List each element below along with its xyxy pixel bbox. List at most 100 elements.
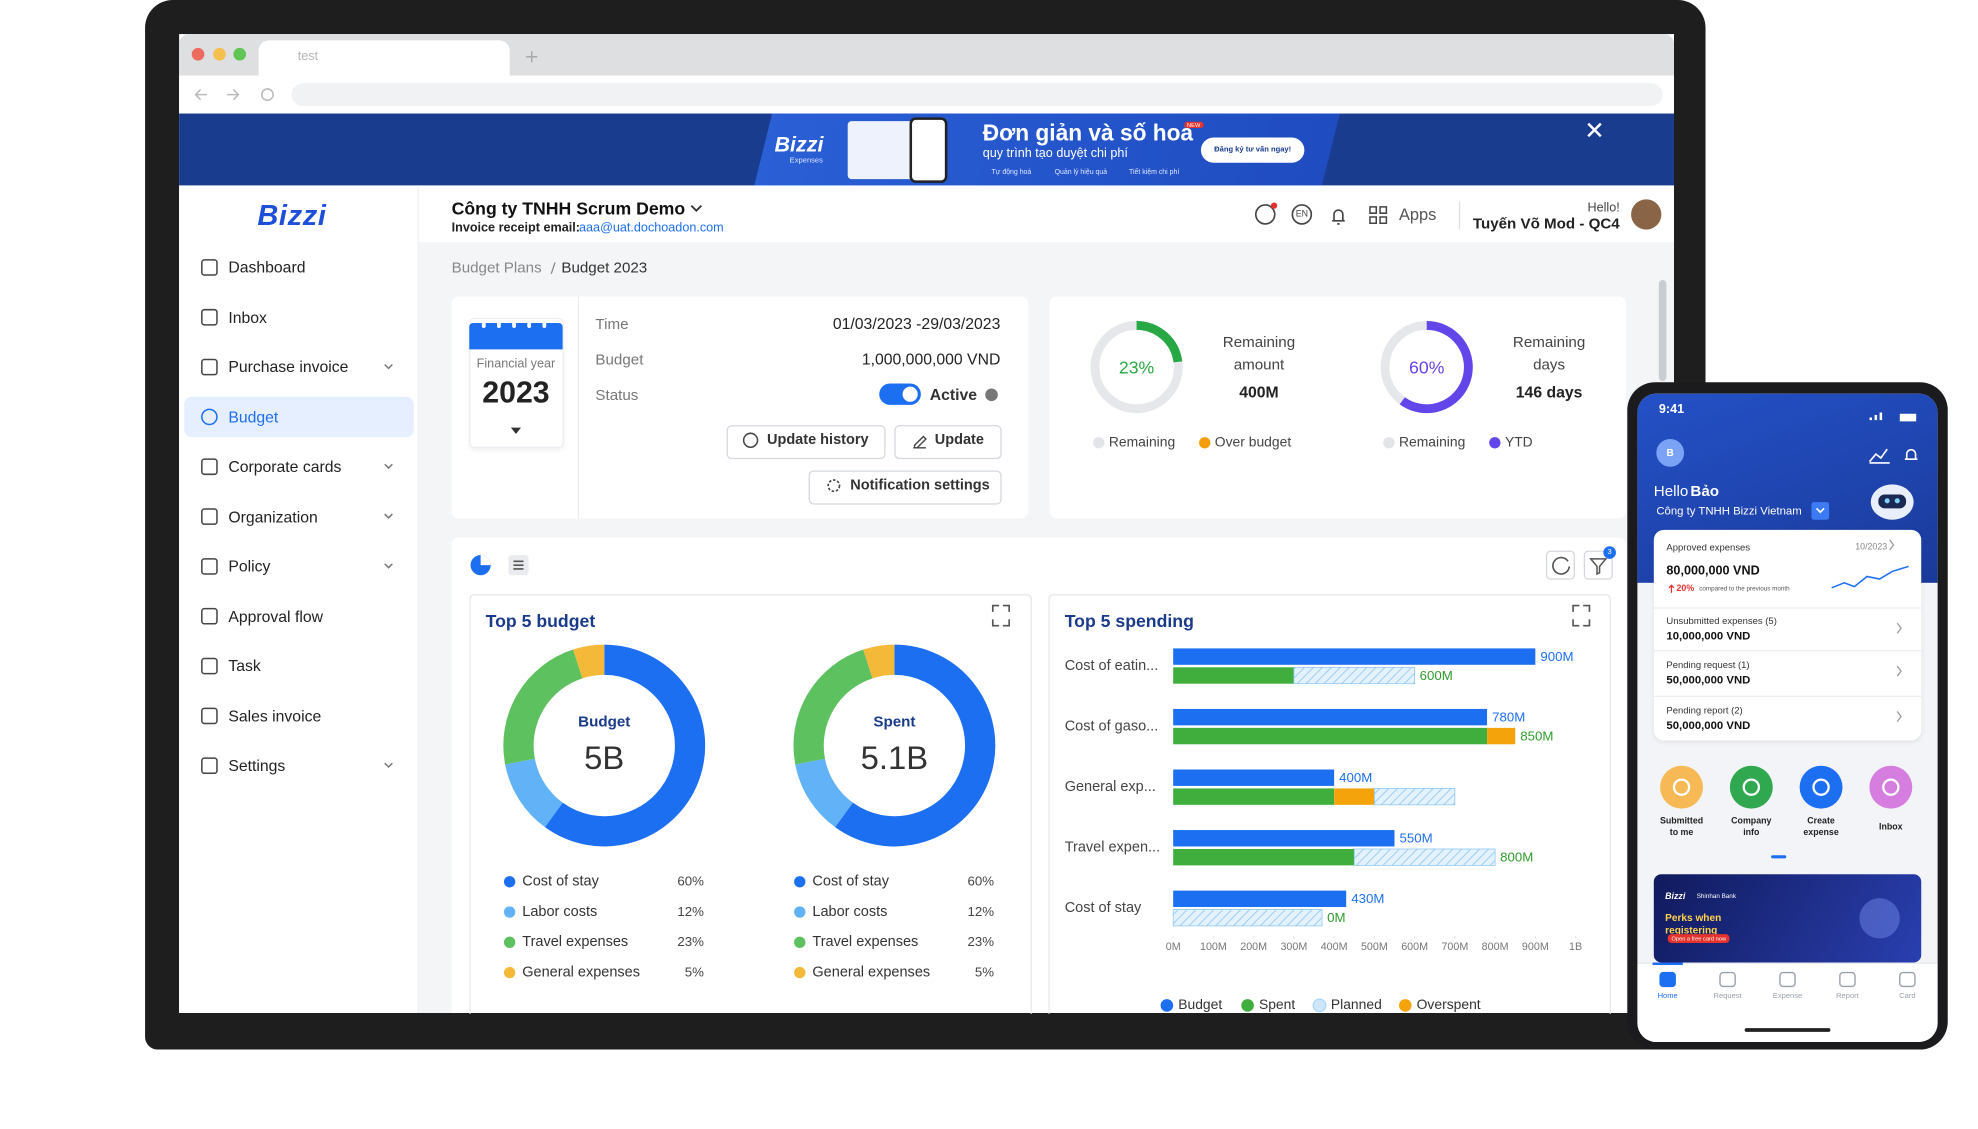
- quick-action[interactable]: [1869, 765, 1913, 809]
- quick-action[interactable]: [1729, 765, 1773, 809]
- apps-label[interactable]: Apps: [1398, 204, 1437, 224]
- year-dropdown[interactable]: [510, 427, 521, 434]
- phone-item-title[interactable]: Pending request (1): [1666, 658, 1750, 670]
- banner-feature: Quản lý hiệu quả: [1054, 169, 1108, 177]
- legend-label[interactable]: Planned: [1330, 997, 1382, 1013]
- quick-action-label[interactable]: Create expense: [1803, 817, 1839, 838]
- menu-item[interactable]: Purchase invoice: [228, 358, 349, 376]
- charts-card: [451, 537, 1627, 1013]
- bar-value-label: 400M: [1339, 770, 1373, 786]
- update-history-button[interactable]: [726, 425, 886, 460]
- window-close[interactable]: [191, 47, 205, 61]
- button-label[interactable]: Notification settings: [850, 478, 990, 494]
- legend-percent: 5%: [684, 965, 704, 981]
- y-category-label: General exp...: [1064, 779, 1156, 795]
- lang[interactable]: EN: [1295, 210, 1308, 219]
- scrollbar[interactable]: [1658, 280, 1667, 381]
- nav-label[interactable]: Report: [1836, 992, 1859, 1001]
- legend-label[interactable]: Spent: [1258, 997, 1296, 1013]
- info-icon[interactable]: [985, 388, 998, 402]
- banner-cta[interactable]: Đăng ký tư vấn ngay!: [1214, 146, 1292, 154]
- chart-title: Top 5 budget: [485, 610, 596, 631]
- nav-label[interactable]: Home: [1657, 992, 1678, 1001]
- company-picker[interactable]: [1811, 502, 1830, 520]
- window-minimize[interactable]: [213, 47, 226, 61]
- menu-item[interactable]: Organization: [228, 507, 318, 526]
- banner-close[interactable]: [1587, 122, 1602, 138]
- x-tick-label: 600M: [1401, 939, 1429, 953]
- avatar[interactable]: [1631, 199, 1662, 230]
- menu-item[interactable]: Budget: [228, 408, 279, 426]
- phone-user: Bảo: [1690, 481, 1719, 500]
- phone-item-title[interactable]: Pending report (2): [1666, 703, 1743, 716]
- quick-action-label[interactable]: Submitted to me: [1659, 817, 1704, 838]
- phone-time: 9:41: [1658, 403, 1685, 417]
- menu-item[interactable]: Dashboard: [228, 258, 306, 277]
- promo-cta[interactable]: Open a free card now: [1667, 934, 1730, 943]
- x-tick-label: 400M: [1320, 939, 1348, 953]
- notification-settings-button[interactable]: [808, 470, 1002, 505]
- banner-phone: [909, 117, 948, 183]
- menu-chevron: [384, 563, 393, 569]
- help-icon[interactable]: [1254, 204, 1276, 225]
- menu-icon: [201, 558, 218, 575]
- menu-item[interactable]: Inbox: [228, 308, 267, 327]
- browser-tab[interactable]: [258, 40, 510, 76]
- quick-action[interactable]: [1799, 765, 1843, 809]
- gauge-arc: [1399, 321, 1473, 414]
- menu-item[interactable]: Corporate cards: [228, 457, 342, 476]
- banner-cta-pill[interactable]: [1200, 137, 1305, 163]
- refresh-button[interactable]: [1545, 550, 1575, 580]
- phone-item-title[interactable]: Unsubmitted expenses (5): [1666, 614, 1777, 627]
- legend-label: Travel expenses: [812, 934, 919, 950]
- logo: Bizzi: [257, 198, 327, 232]
- email[interactable]: aaa@uat.dochoadon.com: [579, 221, 724, 236]
- nav-label[interactable]: Expense: [1772, 992, 1803, 1001]
- promo-brand: Bizzi: [1665, 892, 1686, 902]
- address-field[interactable]: [291, 83, 1663, 106]
- company-dropdown[interactable]: [690, 204, 703, 213]
- toggle-knob: [902, 386, 918, 402]
- stats-icon[interactable]: [1868, 448, 1890, 464]
- phone-item-amount: 50,000,000 VND: [1666, 718, 1751, 732]
- quick-action-label[interactable]: Inbox: [1879, 823, 1903, 832]
- breadcrumb[interactable]: Budget Plans: [451, 258, 542, 277]
- menu-icon: [201, 508, 218, 525]
- donut-segment: [503, 649, 583, 765]
- menu-item[interactable]: Approval flow: [228, 607, 323, 626]
- reload[interactable]: [261, 88, 274, 102]
- bell-icon[interactable]: [1332, 209, 1345, 225]
- approved-title: Approved expenses: [1666, 541, 1751, 554]
- chart-title: Top 5 spending: [1064, 610, 1194, 631]
- lang-icon[interactable]: [1291, 204, 1313, 225]
- quick-action-label[interactable]: Company info: [1731, 817, 1772, 838]
- menu-icon: [201, 308, 218, 326]
- quick-action[interactable]: [1660, 765, 1703, 809]
- nav-label[interactable]: Card: [1899, 992, 1916, 1001]
- quick-action-icon: [1672, 778, 1691, 796]
- budget-panel: [469, 594, 1032, 1015]
- button-label[interactable]: Update history: [766, 432, 869, 448]
- legend-dot: [503, 966, 516, 979]
- apps-icon[interactable]: [1369, 206, 1388, 225]
- window-maximize[interactable]: [233, 47, 246, 61]
- new-tab[interactable]: [526, 51, 538, 63]
- breadcrumb: Budget 2023: [561, 258, 648, 277]
- x-tick-label: 100M: [1199, 939, 1227, 953]
- menu-item[interactable]: Settings: [228, 756, 286, 775]
- nav-label[interactable]: Request: [1713, 992, 1742, 1001]
- menu-item[interactable]: Sales invoice: [228, 707, 322, 725]
- update-button[interactable]: [894, 425, 1002, 460]
- expand-icon[interactable]: [1572, 604, 1591, 627]
- menu-item[interactable]: Policy: [228, 557, 271, 576]
- nav-arrows[interactable]: [194, 89, 240, 101]
- button-label[interactable]: Update: [934, 432, 984, 448]
- quick-action-icon: [1812, 778, 1830, 796]
- menu-item[interactable]: Task: [228, 657, 261, 675]
- legend-label: YTD: [1504, 435, 1533, 451]
- legend-label[interactable]: Overspent: [1416, 997, 1481, 1013]
- legend-label[interactable]: Budget: [1178, 997, 1223, 1013]
- donut-center-value: 5.1B: [860, 738, 929, 777]
- phone-bell[interactable]: [1904, 448, 1918, 460]
- expand-icon[interactable]: [991, 604, 1011, 627]
